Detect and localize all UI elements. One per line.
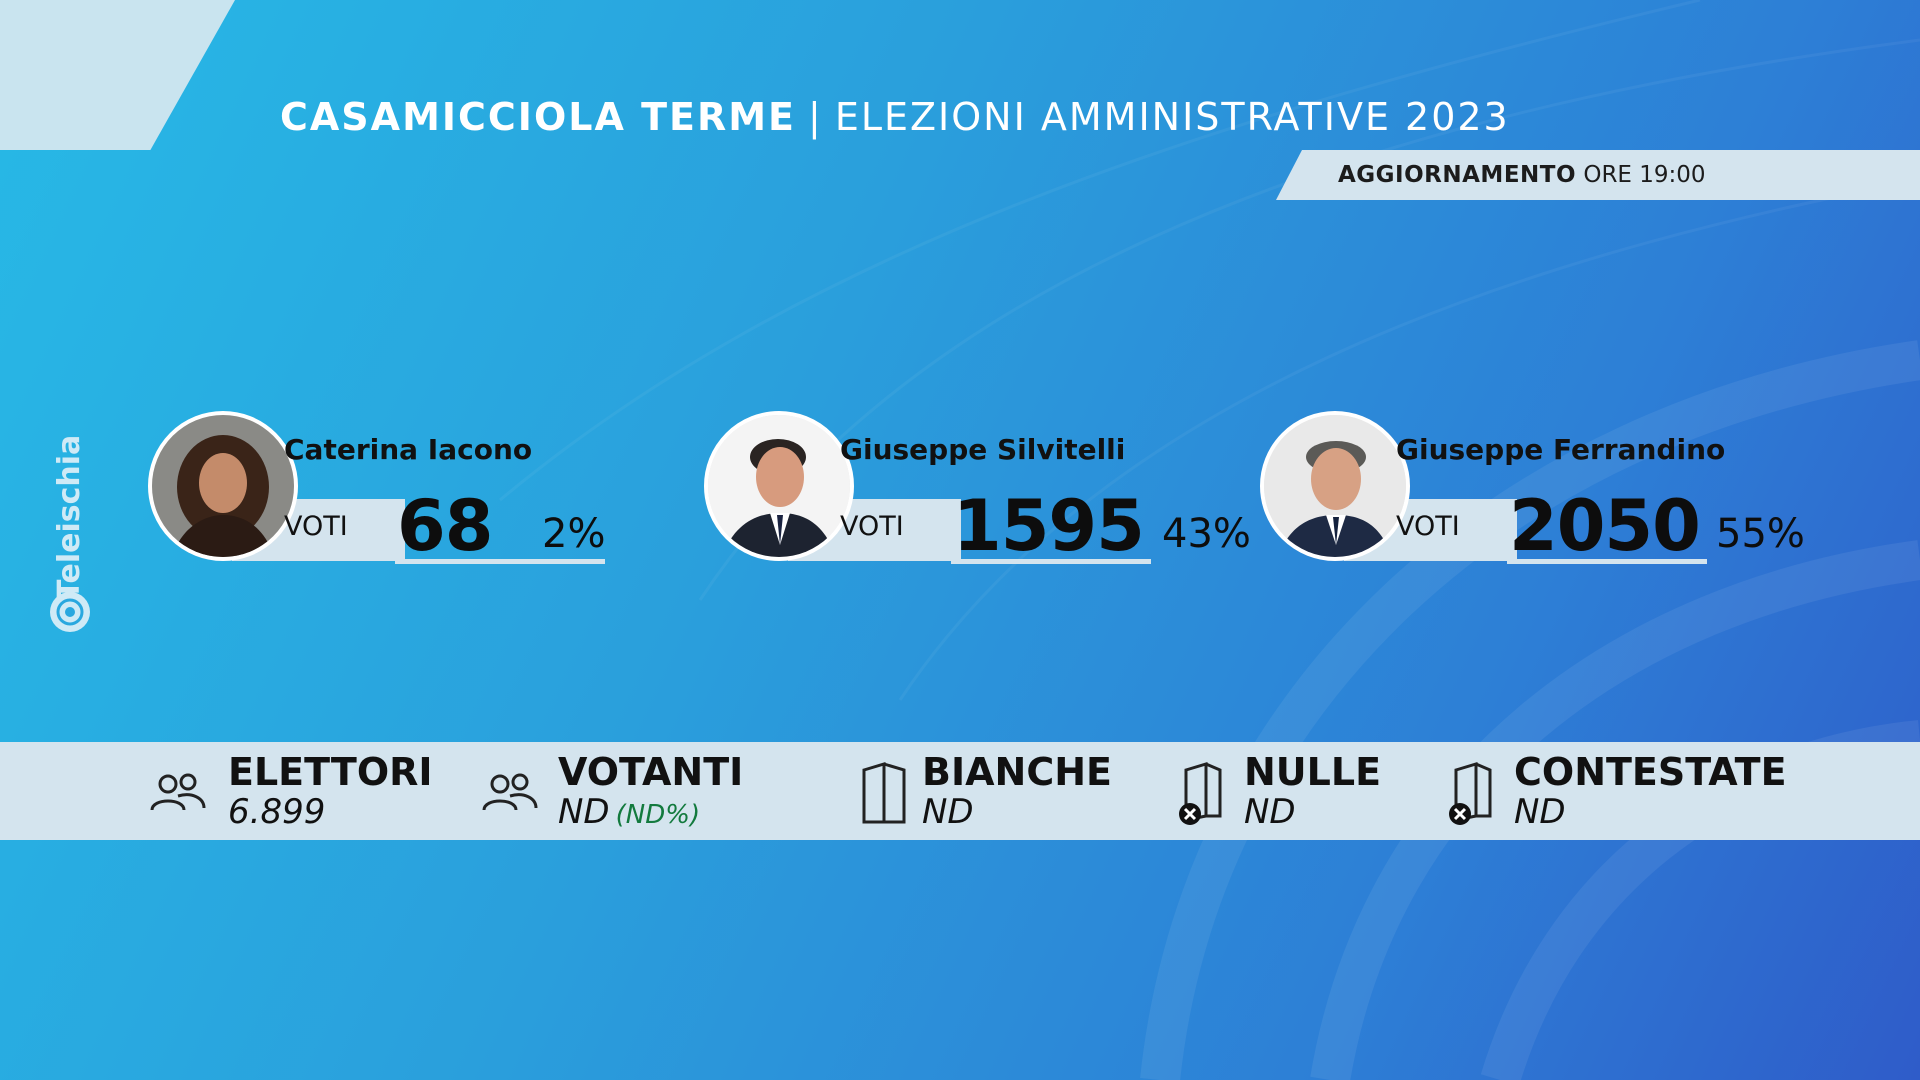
candidate-name: Giuseppe Silvitelli [840,433,1126,466]
stat-value: 6.899 [228,792,326,832]
corner-accent [0,0,235,150]
ballot-icon [862,761,906,824]
update-time: ORE 19:00 [1583,162,1706,188]
election-subtitle: ELEZIONI AMMINISTRATIVE 2023 [834,95,1510,139]
stat-label: NULLE [1244,750,1382,794]
city-name: CASAMICCIOLA TERME [280,95,797,139]
votes-percent: 2% [542,511,606,557]
stat-value-number: ND [558,792,610,832]
stat-value: ND [1244,792,1296,832]
people-icon [482,773,538,811]
stat-label: VOTANTI [558,750,744,794]
stat-value: ND [922,792,974,832]
candidate-name: Caterina Iacono [284,433,533,466]
candidate-card: Giuseppe Silvitelli VOTI 1595 43% [668,411,1251,571]
ballot-x-icon [1179,761,1222,825]
votes-count: 2050 [1509,485,1701,567]
votes-percent: 43% [1162,511,1251,557]
stat-nulle: NULLE ND [1176,742,1396,840]
candidate-photo [1260,411,1410,561]
update-banner: AGGIORNAMENTO ORE 19:00 [1276,150,1920,200]
candidate-portrait-icon [152,415,294,557]
votes-underline [1507,559,1707,564]
stat-contestate: CONTESTATE ND [1446,742,1806,840]
stat-label: ELETTORI [228,750,433,794]
candidate-card: Caterina Iacono VOTI 68 2% [112,411,632,571]
candidate-name: Giuseppe Ferrandino [1396,433,1726,466]
stat-label: CONTESTATE [1514,750,1787,794]
votes-label: VOTI [840,511,904,542]
teleischia-logo-icon [50,592,90,632]
votes-label: VOTI [284,511,348,542]
stat-elettori: ELETTORI 6.899 [148,742,448,840]
votes-count: 68 [397,485,493,567]
people-icon [150,773,206,811]
stats-bar: ELETTORI 6.899 VOTANTI ND (ND%) BIANCHE N… [0,742,1920,840]
stat-label: BIANCHE [922,750,1112,794]
candidate-photo [704,411,854,561]
ballot-x-icon [1449,761,1492,825]
title-separator: | [808,95,823,139]
brand-name: Teleischia [52,434,87,600]
stat-value: ND (ND%) [558,792,700,832]
votes-percent: 55% [1716,511,1805,557]
votes-underline [395,559,605,564]
page-title: CASAMICCIOLA TERME | ELEZIONI AMMINISTRATI… [280,95,1510,139]
candidate-card: Giuseppe Ferrandino VOTI 2050 55% [1224,411,1805,571]
candidate-portrait-icon [1264,415,1406,557]
stat-value-percent: (ND%) [615,800,701,830]
stat-bianche: BIANCHE ND [860,742,1140,840]
update-label: AGGIORNAMENTO [1338,162,1577,188]
votes-count: 1595 [953,485,1145,567]
brand-logo: Teleischia [40,430,100,650]
votes-underline [951,559,1151,564]
candidate-photo [148,411,298,561]
candidate-portrait-icon [708,415,850,557]
stat-votanti: VOTANTI ND (ND%) [480,742,810,840]
stat-value: ND [1514,792,1566,832]
votes-label: VOTI [1396,511,1460,542]
